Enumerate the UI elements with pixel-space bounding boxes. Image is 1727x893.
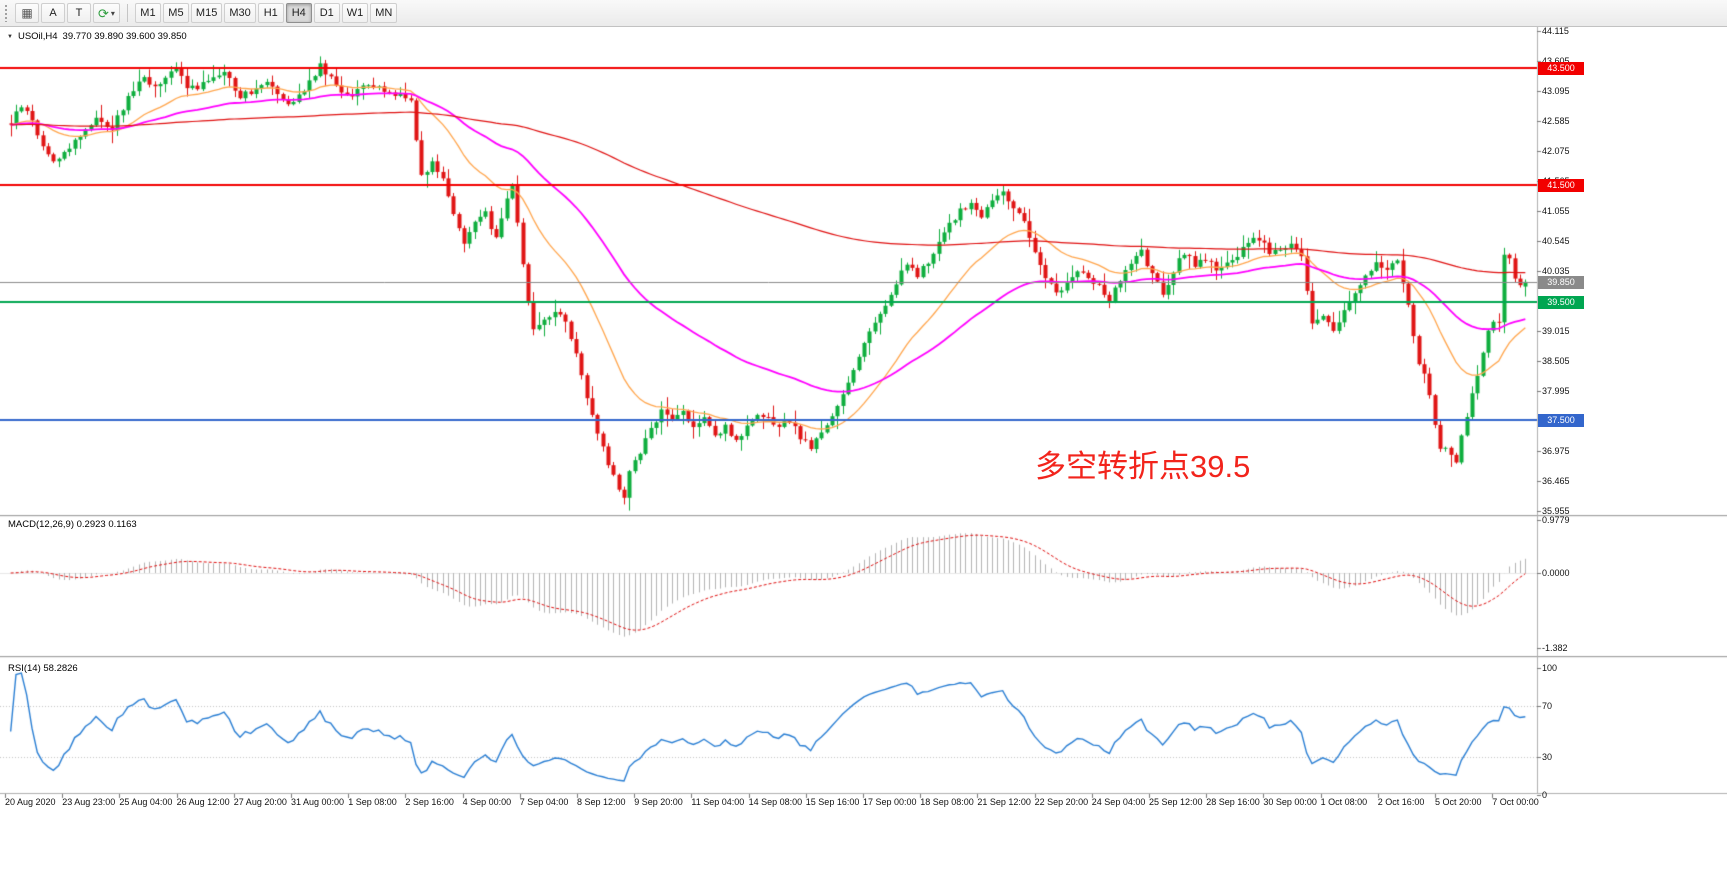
macd-label: MACD(12,26,9) 0.2923 0.1163: [8, 519, 137, 530]
time-axis-label: 21 Sep 12:00: [977, 797, 1031, 807]
time-axis-label: 26 Aug 12:00: [176, 797, 230, 807]
symbol-name: USOil,H4: [17, 31, 58, 42]
time-axis-label: 22 Sep 20:00: [1034, 797, 1089, 807]
main-toolbar: ▦ A T ⟳ ▾ M1 M5 M15 M30 H1 H4 D1 W1 MN: [0, 0, 1727, 27]
toolbar-separator: [126, 4, 128, 22]
price-axis-label: 42.075: [1542, 146, 1570, 157]
time-axis-label: 20 Aug 2020: [5, 797, 56, 807]
time-axis-label: 23 Aug 23:00: [62, 797, 116, 807]
price-level-badge: 43.500: [1538, 61, 1584, 75]
macd-axis-label: 0.0000: [1542, 568, 1570, 578]
rsi-axis-label: 30: [1542, 751, 1553, 762]
time-axis-label: 5 Oct 20:00: [1435, 797, 1482, 807]
timeframe-button-m1[interactable]: M1: [134, 3, 161, 23]
price-axis-label: 37.995: [1542, 385, 1570, 396]
price-chart-canvas[interactable]: [0, 27, 1727, 893]
toolbar-drag-handle[interactable]: [4, 4, 9, 22]
rsi-axis-label: 70: [1542, 701, 1553, 712]
rsi-axis-label: 100: [1542, 663, 1558, 673]
price-axis-label: 38.505: [1542, 355, 1570, 366]
text-tool-button[interactable]: T: [67, 3, 91, 23]
price-level-badge: 37.500: [1538, 413, 1584, 427]
rsi-label: RSI(14) 58.2826: [8, 663, 78, 674]
time-axis-label: 7 Oct 00:00: [1492, 797, 1539, 807]
macd-axis-label: -1.382: [1542, 642, 1568, 653]
price-axis-label: 39.015: [1542, 325, 1570, 336]
chart-annotation-text[interactable]: 多空转折点39.5: [1035, 449, 1251, 484]
timeframe-button-d1[interactable]: D1: [313, 3, 340, 23]
price-axis-label: 36.975: [1542, 445, 1570, 456]
collapse-triangle-icon[interactable]: ▼: [7, 33, 13, 40]
time-axis-label: 14 Sep 08:00: [748, 797, 803, 807]
annotation-tool-button[interactable]: A: [41, 3, 65, 23]
price-axis-label: 43.095: [1542, 86, 1570, 97]
time-axis-label: 24 Sep 04:00: [1091, 797, 1146, 807]
price-axis-label: 35.955: [1542, 505, 1570, 516]
price-level-badge: 39.500: [1538, 296, 1584, 310]
price-level-badge: 41.500: [1538, 178, 1584, 192]
time-axis-label: 9 Sep 20:00: [634, 797, 683, 807]
symbol-label: ▼ USOil,H4 39.770 39.890 39.600 39.850: [7, 31, 187, 42]
time-axis-label: 17 Sep 00:00: [863, 797, 917, 807]
time-axis-label: 18 Sep 08:00: [920, 797, 974, 807]
price-axis-label: 40.035: [1542, 266, 1570, 276]
timeframe-button-m30[interactable]: M30: [224, 3, 256, 23]
time-axis-label: 2 Sep 16:00: [405, 797, 454, 807]
price-axis-label: 42.585: [1542, 116, 1570, 127]
chart-grid-icon[interactable]: ▦: [15, 3, 39, 23]
time-axis-label: 8 Sep 12:00: [577, 797, 626, 807]
timeframe-button-w1[interactable]: W1: [341, 3, 369, 23]
time-axis-label: 11 Sep 04:00: [691, 797, 745, 807]
time-axis-label: 2 Oct 16:00: [1377, 797, 1425, 807]
price-axis-label: 40.545: [1542, 236, 1570, 247]
refresh-icon: ⟳: [98, 5, 109, 21]
macd-axis-label: 0.9779: [1542, 514, 1570, 525]
rsi-axis-label: 0: [1542, 790, 1548, 800]
price-axis-label: 44.115: [1542, 26, 1569, 37]
timeframe-button-m15[interactable]: M15: [190, 3, 223, 23]
time-axis-label: 30 Sep 00:00: [1263, 797, 1317, 807]
time-axis-label: 4 Sep 00:00: [462, 797, 512, 807]
time-axis-label: 1 Oct 08:00: [1320, 797, 1368, 807]
chart-area: ▼ USOil,H4 39.770 39.890 39.600 39.850 M…: [0, 26, 1727, 893]
timeframe-button-h4[interactable]: H4: [285, 3, 312, 23]
time-axis-label: 1 Sep 08:00: [348, 797, 397, 807]
symbol-ohlc: 39.770 39.890 39.600 39.850: [62, 31, 187, 42]
time-axis-label: 7 Sep 04:00: [519, 797, 569, 807]
time-axis-label: 27 Aug 20:00: [233, 797, 287, 807]
timeframe-button-mn[interactable]: MN: [370, 3, 398, 23]
time-axis-label: 15 Sep 16:00: [805, 797, 860, 807]
chevron-down-icon: ▾: [110, 8, 115, 18]
time-axis-label: 31 Aug 00:00: [291, 797, 345, 807]
timeframe-group: M1 M5 M15 M30 H1 H4 D1 W1 MN: [134, 3, 398, 23]
timeframe-button-m5[interactable]: M5: [162, 3, 189, 23]
price-axis-label: 43.605: [1542, 56, 1570, 66]
time-axis-label: 25 Sep 12:00: [1149, 797, 1203, 807]
timeframe-button-h1[interactable]: H1: [257, 3, 284, 23]
time-axis-label: 25 Aug 04:00: [119, 797, 173, 807]
refresh-dropdown-button[interactable]: ⟳ ▾: [93, 3, 120, 23]
price-axis-label: 36.465: [1542, 475, 1570, 486]
price-level-badge: 39.850: [1538, 275, 1584, 289]
price-axis-label: 41.055: [1542, 206, 1570, 217]
time-axis-label: 28 Sep 16:00: [1206, 797, 1260, 807]
